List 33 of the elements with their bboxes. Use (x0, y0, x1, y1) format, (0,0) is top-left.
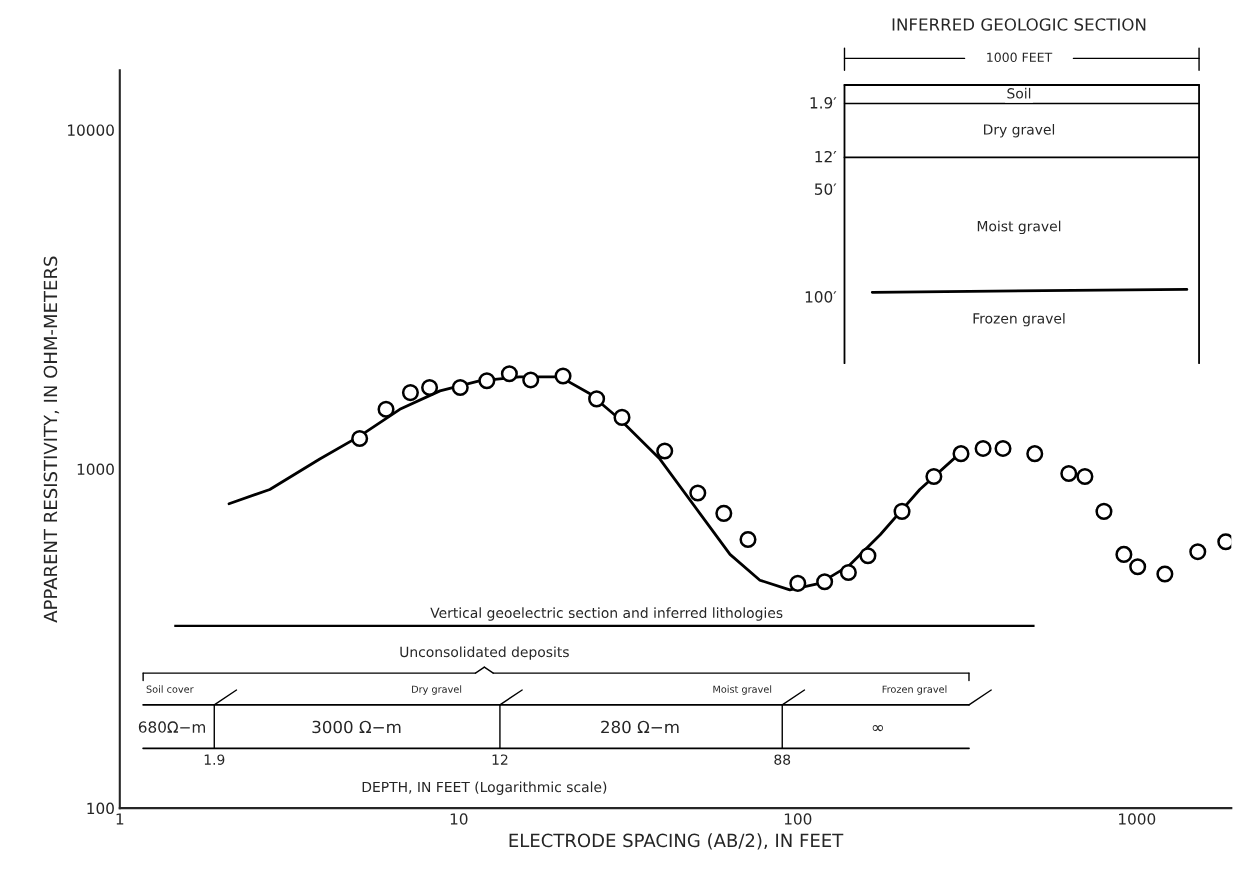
x-tick-label: 1 (116, 813, 124, 825)
x-tick-label: 100 (784, 813, 812, 825)
annotation: Soil cover (146, 685, 194, 693)
annotation: Vertical geoelectric section and inferred lithologies (430, 607, 783, 621)
annotation: Frozen gravel (973, 312, 1065, 327)
annotation: 280 Ω−m (601, 720, 679, 734)
y-axis-title: APPARENT RESISTIVITY, IN OHM-METERS (43, 256, 60, 623)
annotation: Dry gravel (984, 124, 1055, 138)
annotation: 680Ω−m (138, 721, 205, 733)
y-tick-label: 100 (87, 802, 114, 815)
annotation: 100′ (805, 291, 837, 303)
y-tick-label: 10000 (68, 124, 114, 136)
annotation: 1.9 (204, 754, 225, 765)
annotation: 1.9′ (810, 97, 837, 109)
text: 1000 FEET (987, 52, 1053, 63)
annotation: Moist gravel (977, 220, 1061, 235)
x-axis-title: ELECTRODE SPACING (AB/2), IN FEET (509, 833, 844, 850)
annotation: ∞ (872, 724, 883, 732)
text: INFERRED GEOLOGIC SECTION (892, 18, 1146, 31)
annotation: Soil (1007, 87, 1031, 99)
x-tick-label: 10 (450, 813, 468, 825)
annotation: DEPTH, IN FEET (Logarithmic scale) (362, 781, 607, 795)
annotation: 3000 Ω−m (312, 720, 401, 734)
annotation: 50′ (814, 183, 837, 195)
annotation: 12′ (815, 150, 837, 163)
annotation: Moist gravel (713, 685, 772, 695)
annotation: Frozen gravel (882, 685, 947, 695)
y-tick-label: 1000 (77, 463, 114, 476)
annotation: Unconsolidated deposits (400, 646, 569, 660)
annotation: 88 (774, 754, 791, 765)
x-tick-label: 1000 (1119, 813, 1156, 825)
annotation: Dry gravel (412, 685, 462, 695)
annotation: 12 (492, 754, 508, 765)
